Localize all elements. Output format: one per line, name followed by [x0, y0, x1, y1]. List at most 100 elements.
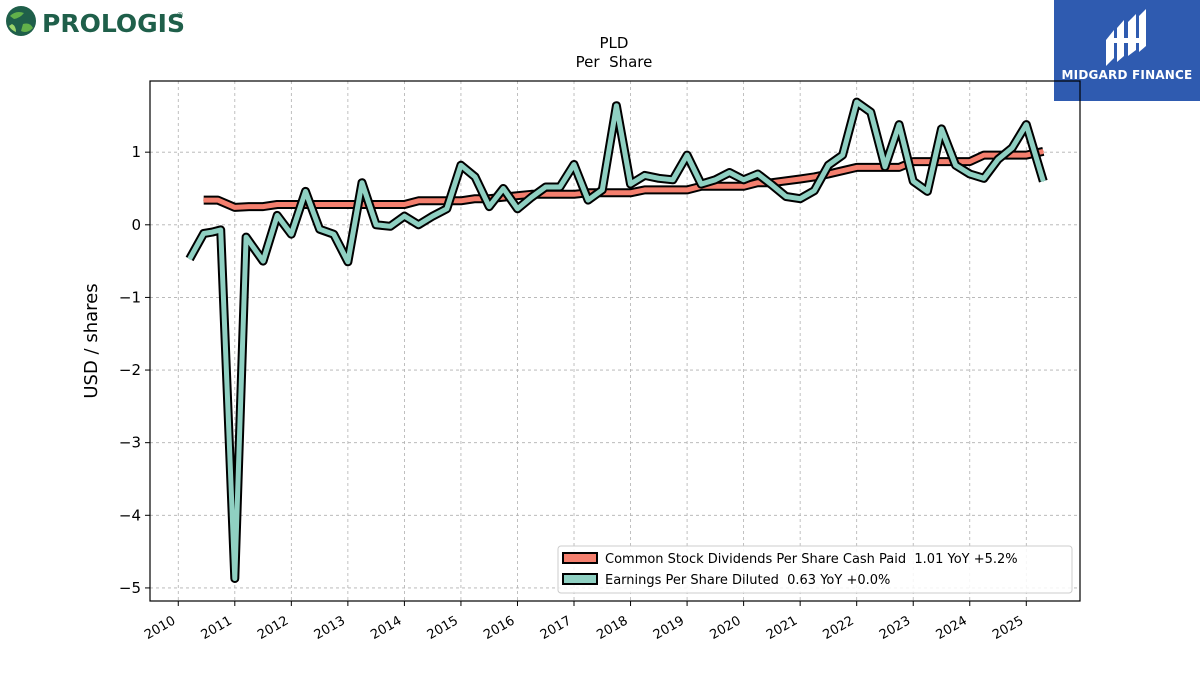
midgard-logo-text: MIDGARD FINANCE	[1061, 68, 1193, 82]
x-tick-label: 2011	[199, 613, 235, 643]
series-0-point-37	[898, 166, 900, 168]
series-0-point-12	[432, 200, 434, 202]
x-axis: 2010 2011 2012 2013 2014 2015 2016 2017 2018 2019…	[142, 601, 1027, 643]
series-1-point-52	[912, 180, 914, 182]
y-tick-label: 1	[131, 143, 141, 161]
legend: Common Stock Dividends Per Share Cash Pa…	[557, 545, 1073, 594]
series-1-point-44	[799, 198, 801, 200]
series-1-point-27	[559, 186, 561, 188]
series-1-point-12	[347, 261, 349, 263]
series-0-point-41	[969, 161, 971, 163]
series-0-point-25	[686, 189, 688, 191]
series-1-point-22	[488, 206, 490, 208]
series-1-point-41	[757, 173, 759, 175]
series-1-point-50	[884, 166, 886, 168]
series-1-point-58	[997, 158, 999, 160]
series-0-point-28	[743, 185, 745, 187]
series-1-point-51	[898, 124, 900, 126]
prologis-logo-text: PROLOGIS	[42, 9, 185, 38]
series-1-point-16	[403, 215, 405, 217]
series-0-point-19	[573, 193, 575, 195]
series-0-point-34	[856, 166, 858, 168]
series-0-point-18	[545, 193, 547, 195]
series-1-point-47	[842, 154, 844, 156]
series-1-point-5	[245, 236, 247, 238]
x-tick-label: 2024	[934, 613, 970, 643]
series-0-point-22	[629, 192, 632, 194]
x-tick-label: 2012	[255, 613, 291, 643]
series-0-point-1	[217, 199, 219, 201]
series-1-point-48	[856, 101, 858, 103]
y-axis-label: USD / shares	[81, 283, 102, 398]
series-0-point-45	[1025, 154, 1027, 156]
series-0-point-2	[234, 206, 236, 208]
x-tick-label: 2019	[651, 613, 687, 643]
series-1-point-42	[771, 184, 773, 186]
legend-label-dividends: Common Stock Dividends Per Share Cash Pa…	[605, 552, 1018, 567]
series-1-point-9	[304, 190, 307, 192]
series-1-point-8	[290, 233, 292, 235]
series-0-point-3	[248, 206, 250, 208]
series-1-point-6	[262, 260, 264, 262]
series-0-point-5	[276, 203, 278, 206]
x-tick-label: 2023	[877, 613, 913, 643]
series-0-point-31	[799, 178, 801, 180]
x-tick-label: 2010	[142, 613, 178, 643]
series-1-point-45	[813, 190, 815, 192]
series-0-point-7	[319, 203, 321, 206]
x-tick-label: 2022	[821, 613, 857, 643]
series-1-point-39	[728, 171, 731, 174]
series-0-point-9	[375, 203, 377, 206]
series-1-point-36	[686, 154, 688, 156]
series-1-point-26	[545, 186, 547, 188]
series-line-1	[187, 99, 1046, 581]
plot-frame	[149, 80, 1081, 602]
series-1-point-17	[417, 224, 420, 226]
series-0-point-44	[1011, 154, 1013, 156]
series-1-point-31	[615, 105, 618, 107]
series-1-point-4	[234, 577, 236, 580]
series-1-point-37	[700, 183, 702, 185]
series-0-point-10	[403, 203, 405, 206]
midgard-finance-logo: MIDGARD FINANCE	[1054, 0, 1200, 101]
legend-frame	[557, 545, 1073, 594]
series-1-point-13	[361, 182, 363, 184]
series-0-point-8	[347, 203, 349, 206]
y-tick-label: 0	[131, 216, 141, 234]
series-1-point-30	[601, 189, 603, 191]
series-0-point-32	[813, 176, 815, 178]
series-1-point-23	[502, 187, 504, 190]
series-1-point-1	[203, 232, 205, 235]
series-1-point-56	[969, 173, 971, 175]
y-axis: 1 0 −1 −2 −3 −4 −5	[119, 143, 150, 597]
x-tick-label: 2016	[481, 613, 517, 643]
series-0-point-14	[474, 198, 476, 200]
series-0-point-16	[516, 195, 519, 197]
series-1-point-7	[276, 214, 278, 216]
series-0-point-27	[714, 185, 716, 187]
series-1-point-59	[1011, 147, 1013, 149]
series-1-point-2	[211, 231, 213, 233]
series-1-point-38	[714, 179, 716, 181]
series-0-point-46	[1042, 150, 1044, 152]
series-1-point-61	[1042, 180, 1044, 182]
chart-title: PLD	[600, 34, 629, 52]
y-tick-label: −5	[119, 579, 141, 597]
x-tick-label: 2014	[368, 613, 404, 643]
y-tick-label: −1	[119, 288, 141, 306]
x-tick-label: 2020	[707, 613, 743, 643]
series-1-point-25	[531, 196, 533, 198]
x-tick-label: 2017	[538, 613, 574, 643]
chart-subtitle: Per Share	[576, 53, 653, 71]
series-1-point-0	[189, 258, 191, 260]
legend-swatch-eps	[562, 573, 598, 585]
series-1-point-53	[926, 190, 929, 192]
legend-swatch-dividends	[562, 552, 598, 564]
series-0-point-24	[658, 189, 660, 191]
series-1-point-15	[389, 225, 391, 227]
prologis-logo: PROLOGIS ®	[4, 4, 194, 40]
series-0-point-13	[460, 200, 462, 202]
x-tick-label: 2013	[312, 613, 348, 643]
series-1-point-28	[573, 163, 575, 166]
